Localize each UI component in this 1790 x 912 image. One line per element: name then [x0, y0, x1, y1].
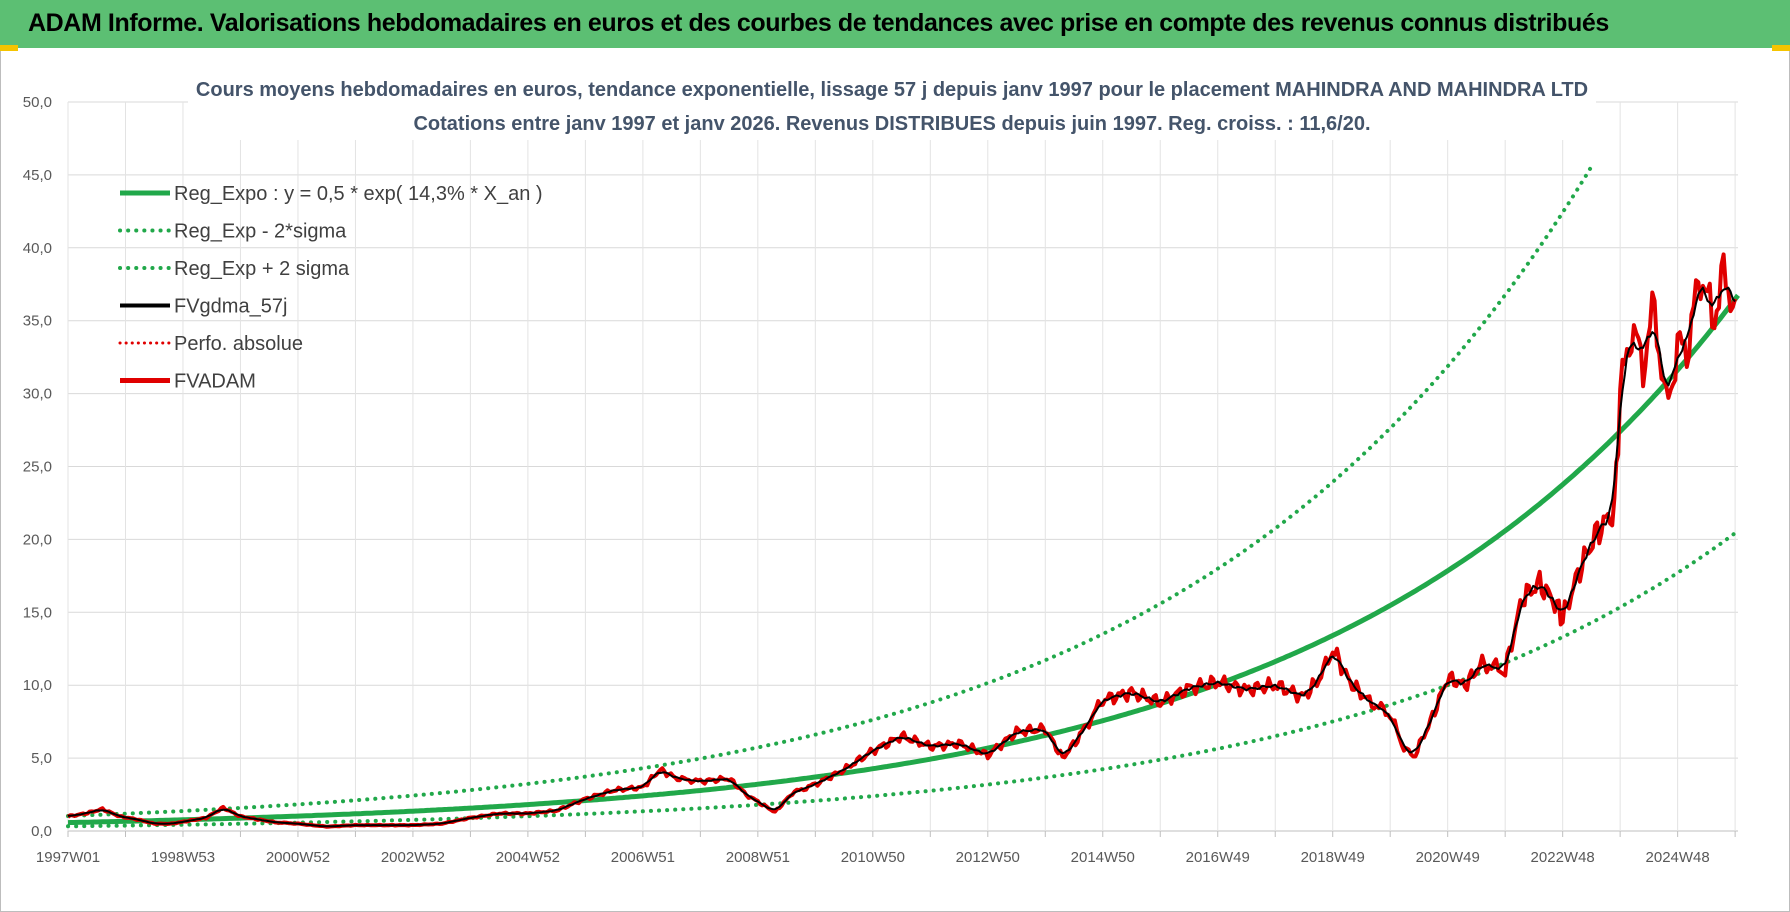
legend-label-price: FVADAM: [174, 371, 256, 393]
series-regression: [67, 293, 1740, 826]
x-tick-label: 2000W52: [266, 849, 330, 866]
legend-label-smoothed: FVgdma_57j: [174, 296, 287, 318]
series-price: [66, 252, 1738, 829]
series-upper: [66, 164, 1594, 818]
x-tick-label: 2004W52: [496, 849, 560, 866]
legend-label-absolute: Perfo. absolue: [174, 333, 303, 355]
x-tick-label: 2010W50: [841, 849, 905, 866]
y-tick-label: 5,0: [31, 750, 52, 767]
y-tick-label: 15,0: [23, 604, 52, 621]
corner-marker-right: [1772, 45, 1790, 51]
series-lines: [66, 164, 1740, 829]
x-tick-label: 2006W51: [611, 849, 675, 866]
legend-label-regression: Reg_Expo : y = 0,5 * exp( 14,3% * X_an ): [174, 183, 543, 205]
x-tick-label: 2020W49: [1416, 849, 1480, 866]
y-tick-label: 0,0: [31, 823, 52, 840]
x-tick-label: 2008W51: [726, 849, 790, 866]
y-tick-label: 25,0: [23, 459, 52, 476]
y-tick-label: 35,0: [23, 313, 52, 330]
chart-title-line1: Cours moyens hebdomadaires en euros, ten…: [196, 79, 1588, 101]
x-tick-label: 2024W48: [1646, 849, 1710, 866]
chart-legend: Reg_Expo : y = 0,5 * exp( 14,3% * X_an )…: [118, 183, 543, 393]
series-smoothed: [67, 286, 1736, 828]
series-lower: [66, 529, 1740, 829]
y-tick-label: 20,0: [23, 531, 52, 548]
y-axis: 0,0 5,0 10,0 15,0 20,0 25,0 30,0 35,0 40,0 45,0 50…: [23, 94, 52, 840]
legend-label-lower: Reg_Exp - 2*sigma: [174, 221, 347, 243]
x-axis: 1997W01 1998W53 2000W52 2002W52 2004W52 2006W…: [36, 849, 1710, 866]
y-tick-label: 40,0: [23, 240, 52, 257]
x-tick-label: 2002W52: [381, 849, 445, 866]
chart-title-line2: Cotations entre janv 1997 et janv 2026. …: [413, 113, 1370, 135]
title-background: [188, 74, 1596, 140]
chart-grid: [67, 101, 1738, 837]
x-tick-label: 1998W53: [151, 849, 215, 866]
corner-marker-left: [0, 45, 18, 51]
y-tick-label: 45,0: [23, 167, 52, 184]
y-tick-label: 10,0: [23, 677, 52, 694]
x-tick-label: 2022W48: [1531, 849, 1595, 866]
header-banner: ADAM Informe. Valorisations hebdomadaire…: [0, 0, 1790, 48]
y-tick-label: 50,0: [23, 94, 52, 111]
legend-label-upper: Reg_Exp + 2 sigma: [174, 258, 350, 280]
y-tick-label: 30,0: [23, 386, 52, 403]
x-tick-label: 1997W01: [36, 849, 100, 866]
x-tick-label: 2012W50: [956, 849, 1020, 866]
x-tick-label: 2014W50: [1071, 849, 1135, 866]
banner-title: ADAM Informe. Valorisations hebdomadaire…: [28, 9, 1609, 37]
x-tick-label: 2016W49: [1186, 849, 1250, 866]
x-tick-label: 2018W49: [1301, 849, 1365, 866]
